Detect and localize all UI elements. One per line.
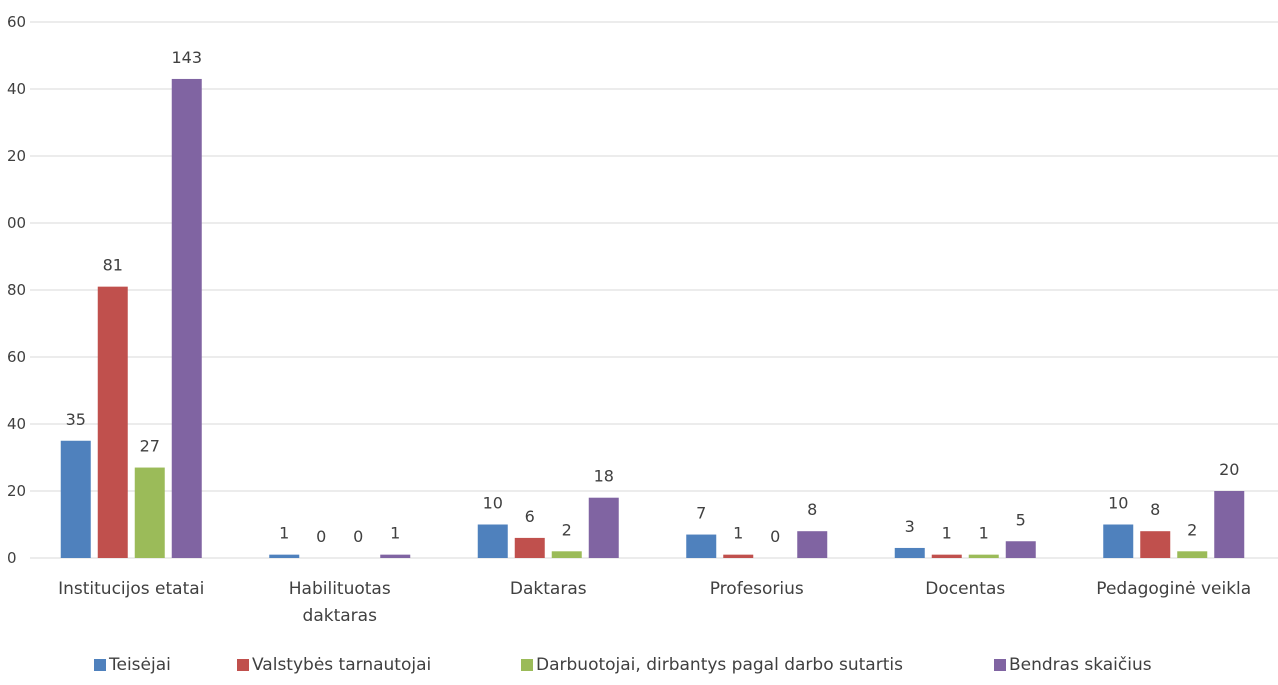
legend-item-label: Bendras skaičius (1009, 655, 1152, 675)
data-label: 1 (733, 524, 743, 543)
bar (477, 524, 508, 558)
x-axis: Institucijos etatai Habilituotas daktaras D… (58, 579, 1251, 626)
bar (1177, 551, 1208, 558)
bar (134, 467, 165, 558)
data-label: 10 (1108, 494, 1128, 513)
bar (1005, 541, 1036, 558)
data-label: 8 (1150, 500, 1160, 519)
data-label: 1 (942, 524, 952, 543)
data-label: 0 (770, 527, 780, 546)
y-tick-label: 20 (7, 482, 26, 500)
x-tick-label: Profesorius (710, 579, 804, 599)
y-tick-label: 20 (7, 147, 26, 165)
x-tick-label: Docentas (925, 579, 1005, 599)
data-label: 0 (353, 527, 363, 546)
bar (723, 554, 754, 558)
x-tick-label: Institucijos etatai (58, 579, 204, 599)
data-label: 2 (562, 520, 572, 539)
gridlines (30, 21, 1278, 559)
data-label: 3 (905, 517, 915, 536)
bar (171, 78, 202, 558)
x-tick-label: Habilituotas (289, 579, 391, 599)
data-label: 81 (103, 256, 123, 275)
legend-swatch (994, 659, 1006, 671)
legend-swatch (521, 659, 533, 671)
data-label: 18 (594, 467, 614, 486)
data-label: 8 (807, 500, 817, 519)
legend: Teisėjai Valstybės tarnautojai Darbuotojai… (94, 655, 1152, 675)
bar (1140, 531, 1171, 558)
data-label: 10 (483, 494, 503, 513)
bar (686, 534, 717, 558)
legend-item-label: Darbuotojai, dirbantys pagal darbo sutar… (536, 655, 903, 675)
y-tick-label: 00 (7, 214, 26, 232)
bar (894, 547, 925, 558)
bar (514, 537, 545, 558)
bar (97, 286, 128, 558)
bar (588, 497, 619, 558)
data-label: 27 (140, 437, 160, 456)
x-tick-label: Pedagoginė veikla (1096, 579, 1251, 599)
y-tick-label: 40 (7, 80, 26, 98)
y-axis: 0 20 40 60 80 00 20 40 60 (7, 13, 26, 567)
data-label: 35 (66, 410, 86, 429)
legend-item-label: Valstybės tarnautojai (252, 655, 431, 675)
data-label: 20 (1219, 460, 1239, 479)
legend-swatch (237, 659, 249, 671)
x-tick-label: Daktaras (510, 579, 587, 599)
bar (380, 554, 411, 558)
data-label: 2 (1187, 520, 1197, 539)
legend-item-label: Teisėjai (108, 655, 171, 675)
data-label: 143 (171, 48, 202, 67)
bar (60, 440, 91, 558)
y-tick-label: 60 (7, 13, 26, 31)
x-tick-label: daktaras (303, 606, 378, 626)
bar (797, 531, 828, 558)
data-label: 5 (1016, 510, 1026, 529)
bar (1103, 524, 1134, 558)
bar (269, 554, 300, 558)
data-label: 6 (525, 507, 535, 526)
y-tick-label: 40 (7, 415, 26, 433)
data-label: 1 (390, 524, 400, 543)
data-label: 0 (316, 527, 326, 546)
data-label: 1 (979, 524, 989, 543)
bar (931, 554, 962, 558)
bar (1214, 491, 1245, 558)
data-label: 7 (696, 504, 706, 523)
y-tick-label: 0 (7, 549, 17, 567)
bar (551, 551, 582, 558)
y-tick-label: 80 (7, 281, 26, 299)
bars (60, 78, 1245, 558)
legend-swatch (94, 659, 106, 671)
bar (968, 554, 999, 558)
y-tick-label: 60 (7, 348, 26, 366)
data-label: 1 (279, 524, 289, 543)
